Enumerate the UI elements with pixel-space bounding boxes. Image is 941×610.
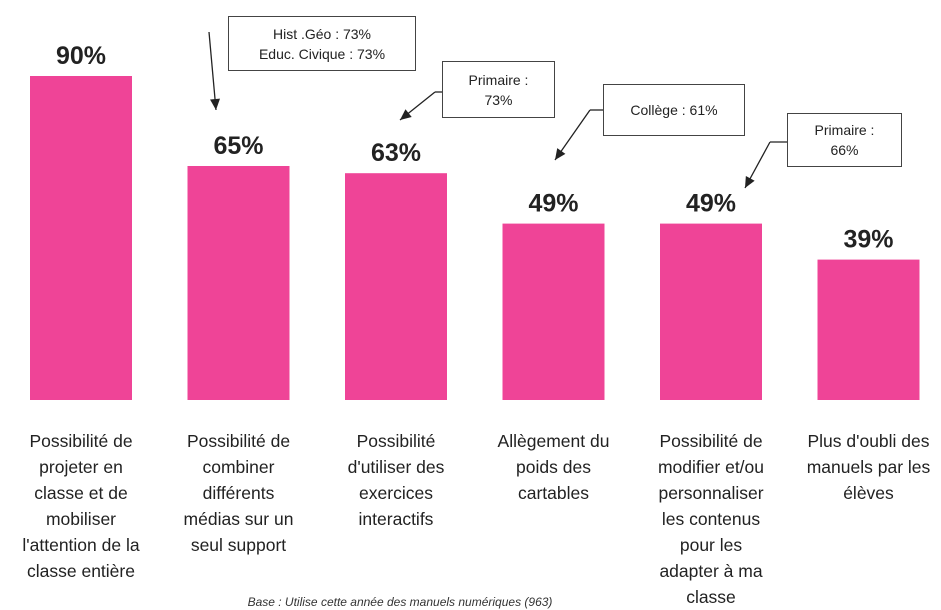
category-label: Possibilité d'utiliser des exercices intera…: [326, 428, 466, 532]
category-label-line: Possibilité de: [659, 431, 763, 451]
callout-text-line: Collège : 61%: [630, 102, 718, 118]
category-label-line: médias sur un: [183, 509, 294, 529]
category-label-line: cartables: [517, 483, 589, 503]
bar: [345, 173, 447, 400]
callout-arrows: [208, 31, 787, 189]
category-label-line: différents: [202, 483, 275, 503]
category-label-line: classe et de: [34, 483, 128, 503]
value-label: 49%: [528, 190, 578, 218]
callout-box: Collège : 61%: [603, 84, 745, 136]
category-label-line: Possibilité de: [29, 431, 133, 451]
category-label-line: poids des: [516, 457, 591, 477]
category-label-line: combiner: [202, 457, 275, 477]
category-label-line: les contenus: [661, 509, 761, 529]
category-label-line: l'attention de la: [22, 535, 140, 555]
category-label-line: mobiliser: [45, 509, 117, 529]
callout-arrow-head: [555, 148, 566, 160]
category-label-line: projeter en: [39, 457, 123, 477]
bar: [817, 259, 920, 400]
category-label-line: d'utiliser des: [347, 457, 445, 477]
category-label: Plus d'oubli des manuels par les élèves: [799, 428, 939, 506]
bar: [660, 223, 762, 400]
callout-box: Hist .Géo : 73% Educ. Civique : 73%: [228, 16, 416, 71]
category-label-line: élèves: [843, 483, 894, 503]
category-label-line: modifier et/ou: [657, 457, 765, 477]
callout-text-line: Primaire :: [468, 71, 529, 88]
category-label: Possibilité de projeter en classe et de mob…: [11, 428, 151, 584]
category-label-line: personnaliser: [658, 483, 764, 503]
category-label-line: classe: [686, 587, 736, 607]
bar: [187, 166, 290, 400]
callout-text-line: 66%: [830, 142, 859, 158]
callout-text-line: 73%: [484, 91, 513, 108]
callout-arrow-head: [400, 109, 412, 120]
callout-arrow-head: [210, 98, 220, 110]
callout-arrow-head: [745, 175, 755, 188]
bar: [30, 76, 132, 400]
callout-box: Primaire : 73%: [442, 61, 555, 118]
category-label: Possibilité de combiner différents médias s…: [169, 428, 309, 558]
category-label: Allègement du poids des cartables: [484, 428, 624, 506]
footnote: Base : Utilise cette année des manuels n…: [247, 595, 553, 609]
callout-text-line: Educ. Civique : 73%: [258, 45, 386, 62]
callout-text-line: Primaire :: [814, 122, 875, 138]
bar: [502, 223, 605, 400]
category-label-line: Plus d'oubli des: [807, 431, 930, 451]
category-label-line: pour les: [679, 535, 743, 555]
category-label-line: adapter à ma: [659, 561, 763, 581]
value-label: 63%: [371, 139, 421, 167]
value-label: 49%: [686, 190, 736, 218]
value-label: 39%: [843, 226, 893, 254]
callout-arrow-line: [208, 31, 217, 111]
category-label: Possibilité de modifier et/ou personnalise…: [641, 428, 781, 610]
value-labels-group: 90% 65% 63% 49% 49% 39%: [56, 42, 894, 254]
bars-group: [30, 76, 920, 400]
category-label-line: Allègement du: [497, 431, 610, 451]
category-label-line: classe entière: [27, 561, 135, 581]
value-label: 65%: [213, 132, 263, 160]
category-label-line: seul support: [190, 535, 287, 555]
category-label-line: interactifs: [358, 509, 434, 529]
category-label-line: exercices: [359, 483, 433, 503]
callout-box: Primaire : 66%: [787, 113, 902, 167]
value-label: 90%: [56, 42, 106, 70]
category-label-line: manuels par les: [806, 457, 931, 477]
category-label-line: Possibilité de: [186, 431, 291, 451]
category-label-line: Possibilité: [356, 431, 436, 451]
callout-text-line: Hist .Géo : 73%: [272, 25, 372, 42]
